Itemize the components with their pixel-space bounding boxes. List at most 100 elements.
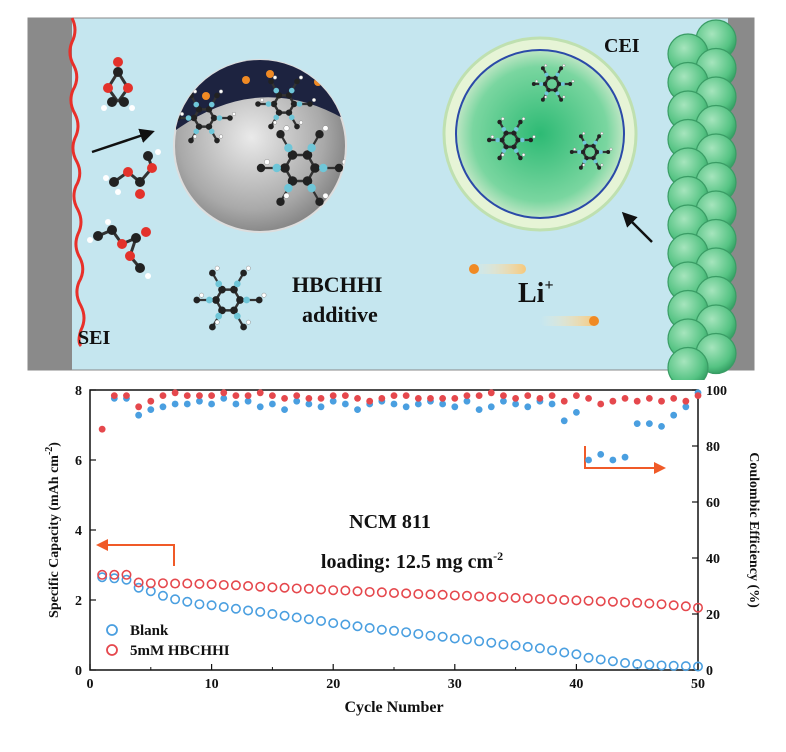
n-atom <box>206 296 213 304</box>
efficiency-point <box>147 406 155 413</box>
capacity-point <box>668 660 679 671</box>
efficiency-point <box>427 395 434 402</box>
ring-atom <box>205 106 213 113</box>
capacity-point <box>522 593 533 604</box>
capacity-point <box>109 569 120 580</box>
capacity-point <box>267 608 278 619</box>
efficiency-point <box>183 392 191 399</box>
ring-atom <box>546 75 551 81</box>
capacity-point <box>145 586 156 597</box>
capacity-point <box>303 614 314 625</box>
efficiency-point <box>269 400 276 408</box>
efficiency-point <box>256 403 264 411</box>
capacity-point <box>680 661 691 672</box>
efficiency-point <box>585 456 592 464</box>
c-atom <box>578 134 583 139</box>
ring-atom <box>511 144 517 150</box>
h-atom <box>298 75 304 80</box>
h-atom <box>199 292 205 298</box>
y-left-tick-label: 4 <box>75 524 82 539</box>
efficiency-point <box>269 392 276 399</box>
cathode-particle <box>667 346 709 380</box>
h-atom <box>311 97 317 103</box>
capacity-point <box>255 606 266 617</box>
capacity-point <box>498 639 509 650</box>
n-atom <box>185 115 192 121</box>
left-axis-label-sup: -2 <box>44 447 55 455</box>
efficiency-point <box>487 403 495 411</box>
capacity-point <box>620 597 631 608</box>
capacity-point <box>474 636 485 647</box>
efficiency-point <box>110 392 118 399</box>
capacity-point <box>583 595 594 606</box>
additive-name-label: HBCHHI <box>292 272 382 297</box>
efficiency-point <box>293 397 301 405</box>
c-atom <box>294 123 300 130</box>
efficiency-point <box>597 451 605 458</box>
n-atom <box>319 163 328 173</box>
capacity-point <box>230 580 241 591</box>
capacity-point <box>97 569 108 580</box>
efficiency-point <box>390 400 398 408</box>
efficiency-point <box>670 395 678 402</box>
n-atom <box>582 140 587 145</box>
ring-atom <box>546 87 551 93</box>
ring-atom <box>515 137 521 143</box>
efficiency-point <box>220 389 228 397</box>
efficiency-point <box>463 392 471 399</box>
ring-atom <box>210 114 218 122</box>
x-tick-label: 50 <box>691 677 705 692</box>
efficiency-point <box>560 417 568 425</box>
h-atom <box>562 95 566 99</box>
y-left-tick-label: 6 <box>75 454 82 469</box>
x-tick-label: 0 <box>87 677 94 692</box>
n-atom <box>208 101 215 108</box>
c-atom <box>193 296 201 304</box>
capacity-point <box>206 579 217 590</box>
capacity-point <box>644 659 655 670</box>
c-atom <box>209 269 216 277</box>
ring-atom <box>230 285 238 294</box>
efficiency-point <box>512 395 519 402</box>
ring-atom <box>503 130 509 136</box>
ring-atom <box>591 143 596 149</box>
capacity-point <box>510 592 521 603</box>
capacity-point <box>571 595 582 606</box>
capacity-point <box>534 643 545 654</box>
y-left-tick-label: 2 <box>75 594 82 609</box>
x-tick-label: 40 <box>569 677 583 692</box>
capacity-point <box>255 581 266 592</box>
capacity-point <box>607 656 618 667</box>
efficiency-point <box>645 395 653 402</box>
c-atom <box>559 66 564 71</box>
ring-atom <box>584 155 589 161</box>
h-atom <box>535 79 539 83</box>
n-atom <box>501 148 507 153</box>
efficiency-point <box>512 400 519 408</box>
ring-atom <box>285 92 293 99</box>
capacity-point <box>547 645 558 656</box>
n-atom <box>539 82 544 86</box>
h-atom <box>582 163 586 167</box>
sei-layer <box>68 17 86 348</box>
capacity-point <box>413 589 424 600</box>
c-atom <box>531 82 536 86</box>
capacity-point <box>376 587 387 598</box>
capacity-point <box>194 578 205 589</box>
c-atom <box>294 78 300 85</box>
efficiency-point <box>439 395 447 402</box>
c-atom <box>240 269 247 277</box>
h-atom <box>214 265 220 271</box>
efficiency-point <box>196 397 203 405</box>
cei-zoom-circle <box>442 36 638 232</box>
capacity-point <box>352 621 363 632</box>
solvent-molecules <box>87 57 161 279</box>
c-atom <box>497 119 502 125</box>
capacity-point <box>547 594 558 605</box>
efficiency-point <box>354 395 361 402</box>
c-atom <box>568 82 573 86</box>
efficiency-point <box>658 397 665 405</box>
n-atom <box>582 159 587 164</box>
efficiency-point <box>256 389 264 397</box>
n-atom <box>307 143 316 153</box>
